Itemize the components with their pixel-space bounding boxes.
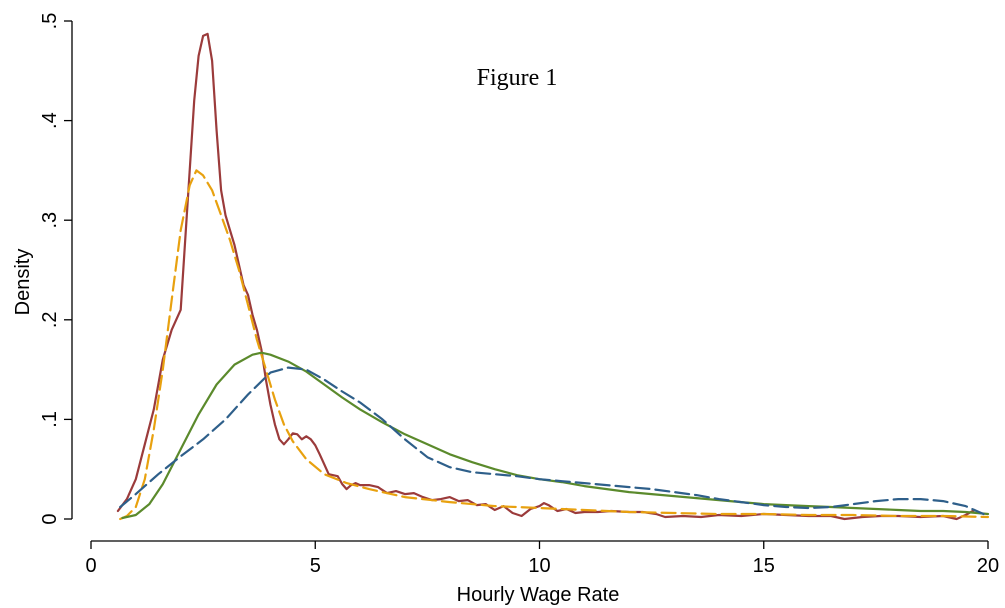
y-axis-title: Density — [12, 249, 34, 316]
density-curve-2 — [119, 169, 990, 521]
y-axis-ticks: 0 .1 .2 .3 .4 .5 — [39, 13, 72, 525]
y-tick-label: .3 — [39, 212, 61, 229]
y-tick-label: .1 — [39, 411, 61, 428]
x-axis-title: Hourly Wage Rate — [457, 584, 620, 606]
y-tick-label: .4 — [39, 112, 61, 129]
x-tick-label: 15 — [753, 555, 775, 577]
x-tick-label: 10 — [528, 555, 550, 577]
density-curve-1 — [116, 32, 976, 521]
x-tick-label: 5 — [310, 555, 321, 577]
density-curve-4 — [119, 366, 985, 516]
density-curves — [116, 32, 990, 521]
x-tick-label: 0 — [85, 555, 96, 577]
x-tick-label: 20 — [977, 555, 999, 577]
figure-annotation: Figure 1 — [477, 65, 558, 91]
x-axis-ticks: 0 5 10 15 20 — [85, 541, 999, 577]
y-tick-label: 0 — [39, 513, 61, 524]
density-curve-3 — [121, 351, 990, 520]
y-tick-label: .2 — [39, 311, 61, 328]
y-tick-label: .5 — [39, 13, 61, 30]
